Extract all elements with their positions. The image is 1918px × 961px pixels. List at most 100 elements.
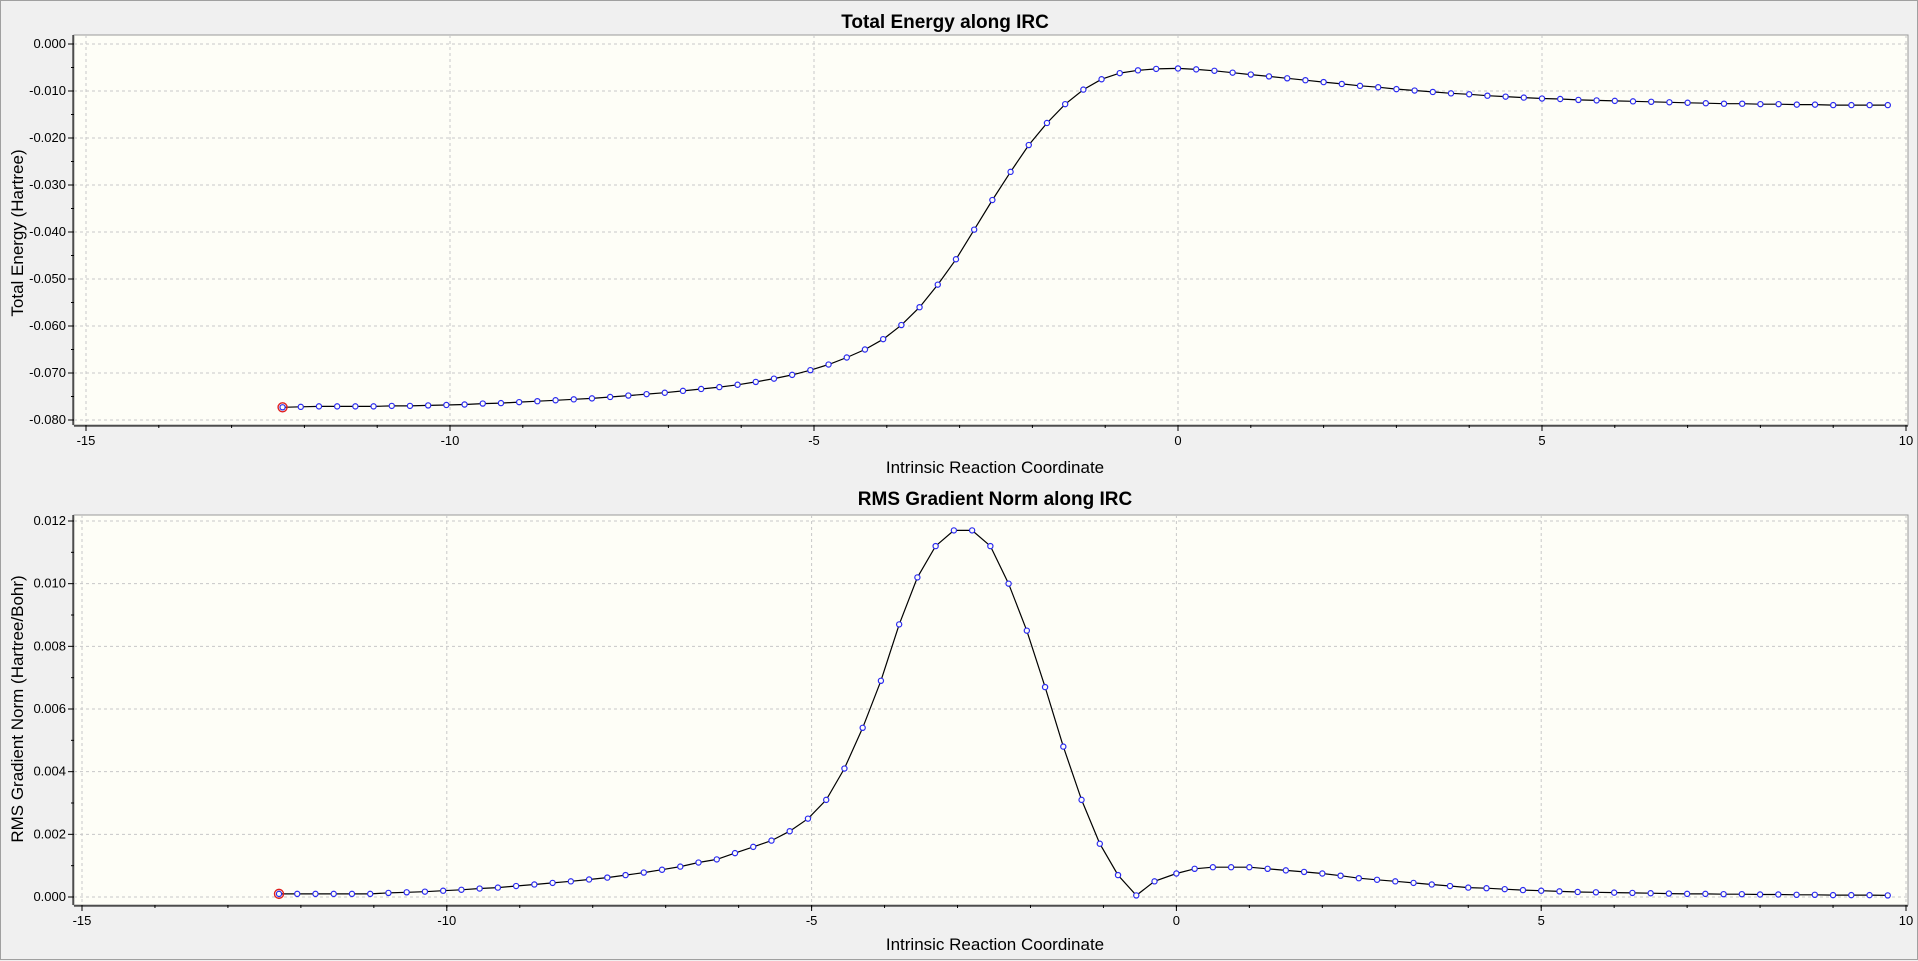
data-point[interactable] xyxy=(1429,88,1437,96)
data-point[interactable] xyxy=(640,869,647,876)
data-point[interactable] xyxy=(1005,580,1012,587)
data-point[interactable] xyxy=(570,396,577,403)
data-point[interactable] xyxy=(421,888,429,895)
data-point[interactable] xyxy=(1025,141,1032,149)
data-point[interactable] xyxy=(859,724,866,732)
data-point[interactable] xyxy=(1610,889,1618,896)
data-point[interactable] xyxy=(1483,885,1490,892)
data-point[interactable] xyxy=(1229,69,1236,76)
data-point[interactable] xyxy=(1174,65,1182,72)
data-point[interactable] xyxy=(879,335,887,343)
data-point[interactable] xyxy=(352,403,359,410)
data-point[interactable] xyxy=(1411,87,1418,94)
data-point[interactable] xyxy=(752,378,759,386)
data-point[interactable] xyxy=(1574,888,1581,896)
data-point[interactable] xyxy=(786,828,793,835)
data-point[interactable] xyxy=(1098,76,1105,83)
data-point[interactable] xyxy=(552,397,559,404)
data-point[interactable] xyxy=(788,371,796,379)
data-point[interactable] xyxy=(588,395,596,402)
data-point[interactable] xyxy=(461,401,468,408)
data-point[interactable] xyxy=(697,385,705,393)
data-point[interactable] xyxy=(989,196,996,204)
data-point[interactable] xyxy=(1300,868,1308,876)
data-point[interactable] xyxy=(1116,69,1123,77)
data-point[interactable] xyxy=(604,874,611,881)
data-point[interactable] xyxy=(841,765,848,772)
data-point[interactable] xyxy=(476,885,483,892)
data-point[interactable] xyxy=(950,527,958,534)
data-point[interactable] xyxy=(1484,92,1491,99)
data-point[interactable] xyxy=(279,404,286,411)
data-point[interactable] xyxy=(1191,865,1198,873)
data-point[interactable] xyxy=(804,815,812,822)
data-point[interactable] xyxy=(1043,119,1051,127)
data-point[interactable] xyxy=(1738,100,1746,107)
data-point[interactable] xyxy=(494,884,502,891)
data-point[interactable] xyxy=(294,890,301,898)
data-point[interactable] xyxy=(970,226,978,233)
data-point[interactable] xyxy=(1209,864,1217,871)
data-point[interactable] xyxy=(731,849,739,857)
data-point[interactable] xyxy=(1866,101,1873,109)
data-point[interactable] xyxy=(1355,875,1363,882)
data-point[interactable] xyxy=(1647,890,1654,897)
data-point[interactable] xyxy=(952,256,960,263)
data-point[interactable] xyxy=(1446,882,1454,890)
data-point[interactable] xyxy=(1337,872,1344,879)
data-point[interactable] xyxy=(1811,101,1819,108)
data-point[interactable] xyxy=(1410,879,1417,887)
data-point[interactable] xyxy=(1756,891,1764,898)
data-point[interactable] xyxy=(1319,870,1326,877)
data-point[interactable] xyxy=(1211,67,1218,74)
data-point[interactable] xyxy=(315,403,323,410)
data-point[interactable] xyxy=(1884,892,1891,899)
data-point[interactable] xyxy=(1264,865,1271,873)
data-point[interactable] xyxy=(385,889,392,897)
data-point[interactable] xyxy=(1683,890,1691,898)
data-point[interactable] xyxy=(1282,867,1290,874)
data-point[interactable] xyxy=(1502,93,1509,100)
data-point[interactable] xyxy=(439,887,447,894)
data-point[interactable] xyxy=(968,527,976,534)
data-point[interactable] xyxy=(1702,890,1709,898)
data-point[interactable] xyxy=(1829,101,1837,109)
data-point[interactable] xyxy=(348,890,356,898)
data-point[interactable] xyxy=(567,878,575,885)
data-point[interactable] xyxy=(1133,892,1140,899)
data-point[interactable] xyxy=(768,837,775,844)
data-point[interactable] xyxy=(877,677,885,685)
data-point[interactable] xyxy=(1393,85,1400,93)
data-point[interactable] xyxy=(770,375,778,382)
data-point[interactable] xyxy=(622,871,629,879)
data-point[interactable] xyxy=(512,882,520,890)
data-point[interactable] xyxy=(934,281,941,288)
data-point[interactable] xyxy=(1061,100,1069,108)
data-point[interactable] xyxy=(1114,871,1122,879)
data-point[interactable] xyxy=(1520,94,1528,101)
data-point[interactable] xyxy=(843,354,850,361)
data-point[interactable] xyxy=(1152,65,1160,73)
data-point[interactable] xyxy=(825,361,832,368)
data-point[interactable] xyxy=(807,366,814,374)
data-point[interactable] xyxy=(1023,627,1031,634)
data-point[interactable] xyxy=(1538,95,1546,102)
data-point[interactable] xyxy=(1447,90,1455,97)
data-point[interactable] xyxy=(1629,889,1636,897)
data-point[interactable] xyxy=(297,403,304,411)
data-point[interactable] xyxy=(1848,101,1855,109)
data-point[interactable] xyxy=(1080,86,1087,93)
data-point[interactable] xyxy=(1848,891,1855,899)
data-point[interactable] xyxy=(1247,71,1255,78)
data-point[interactable] xyxy=(1338,80,1346,88)
data-point[interactable] xyxy=(861,346,869,353)
data-point[interactable] xyxy=(1811,891,1819,899)
data-point[interactable] xyxy=(658,866,666,873)
data-point[interactable] xyxy=(1702,100,1710,107)
data-point[interactable] xyxy=(1465,91,1473,98)
data-point[interactable] xyxy=(822,796,830,804)
data-point[interactable] xyxy=(1757,100,1764,108)
data-point[interactable] xyxy=(916,304,923,311)
data-point[interactable] xyxy=(1556,888,1563,895)
data-point[interactable] xyxy=(914,574,921,581)
